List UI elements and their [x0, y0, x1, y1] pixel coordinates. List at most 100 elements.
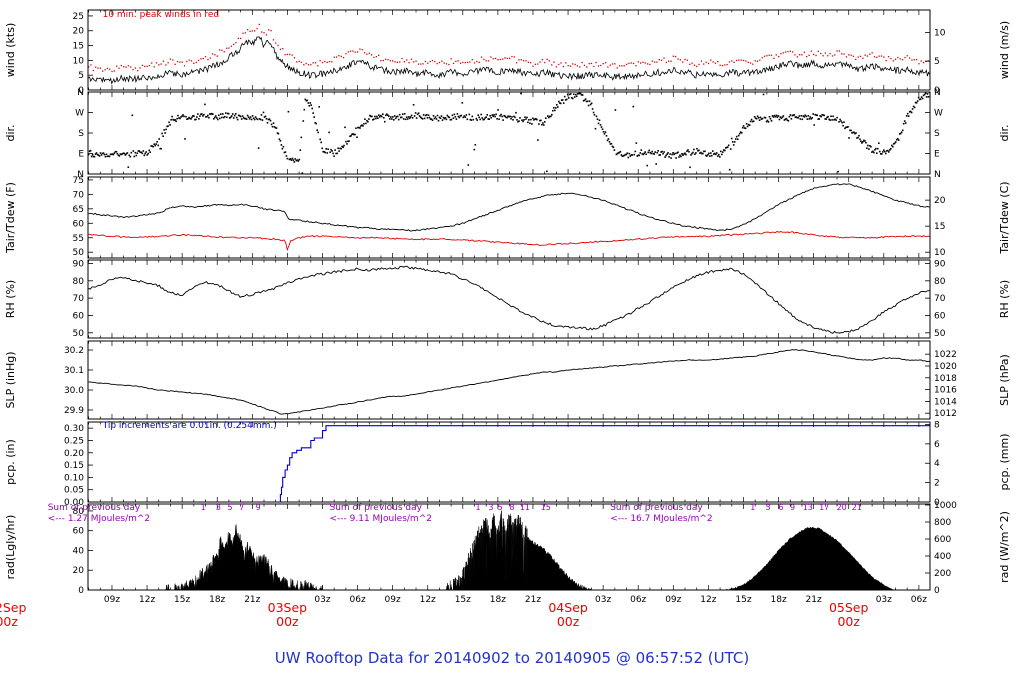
rh-left-tick-label: 90: [73, 259, 85, 269]
date-label: 04Sep: [548, 600, 588, 615]
date-label: 00z: [0, 614, 18, 629]
slp-right-axis-label: SLP (hPa): [998, 354, 1011, 406]
x-tick-label: 21z: [525, 595, 541, 605]
rad-annotation: <--- 1.27 MJoules/m^2: [48, 514, 150, 524]
pcp-border: [87, 421, 931, 503]
pcp-right-tick-label: 0: [934, 498, 940, 508]
dir-right-axis-label: dir.: [998, 124, 1011, 141]
dir-right-tick-label: E: [934, 150, 940, 160]
x-tick-label: 12z: [139, 595, 155, 605]
rh-right-axis-label: RH (%): [998, 280, 1011, 318]
wind-left-tick-label: 25: [73, 12, 84, 22]
rad-series-group: [164, 510, 896, 590]
date-label: 00z: [837, 614, 860, 629]
rad-border: [87, 503, 931, 591]
rh-left-tick-label: 70: [73, 294, 85, 304]
x-tick-label: 18z: [209, 595, 225, 605]
x-tick-label: 03z: [595, 595, 611, 605]
rh-right-tick-label: 90: [934, 259, 946, 269]
rad-annotation: 3: [765, 503, 770, 512]
x-tick-label: 03z: [876, 595, 892, 605]
rh-series-0: [88, 265, 930, 334]
rad-annotation: <--- 9.11 MJoules/m^2: [330, 514, 432, 524]
rad-right-tick-label: 0: [934, 586, 940, 596]
x-tick-label: 21z: [806, 595, 822, 605]
slp-left-tick-label: 30.2: [64, 346, 84, 356]
rad-left-tick-label: 40: [73, 546, 85, 556]
rad-series-2: [526, 536, 592, 590]
rh-right-tick-label: 60: [934, 311, 946, 321]
slp-border: [87, 340, 931, 420]
temp-left-tick-label: 65: [73, 205, 84, 215]
rad-annotation: 9: [256, 503, 261, 512]
rh-left-axis-label: RH (%): [4, 280, 17, 318]
rad-right-tick-label: 600: [934, 535, 951, 545]
dir-right-tick-label: W: [934, 109, 943, 119]
rad-right-axis-label: rad (W/m^2): [998, 511, 1011, 583]
wind-right-tick-label: 10: [934, 28, 946, 38]
rad-annotation: 6: [778, 503, 783, 512]
rad-annotation: <--- 16.7 MJoules/m^2: [610, 514, 712, 524]
wind-right-tick-label: 0: [934, 86, 940, 96]
slp-series-group: [88, 349, 930, 415]
slp-series-0: [88, 349, 930, 415]
dir-left-tick-label: N: [77, 88, 84, 98]
x-tick-label: 15z: [455, 595, 471, 605]
x-tick-label: 06z: [911, 595, 927, 605]
rad-annotation: 5: [228, 503, 233, 512]
rad-left-tick-label: 80: [73, 507, 85, 517]
temp-left-tick-label: 75: [73, 176, 84, 186]
pcp-left-tick-label: 0.00: [64, 498, 84, 508]
rh-panel: 50 60 70 80 90 50 60 70 80 90 RH (%) RH (%): [4, 259, 1011, 338]
dir-left-tick-label: S: [78, 129, 84, 139]
pcp-right-tick-label: 6: [934, 440, 940, 450]
rh-border: [87, 259, 931, 339]
temp-right-tick-label: 20: [934, 196, 946, 206]
temp-right-axis-label: Tair/Tdew (C): [998, 181, 1011, 254]
x-tick-label: 15z: [174, 595, 190, 605]
rad-annotation: 21: [852, 503, 862, 512]
x-tick-label: 03z: [314, 595, 330, 605]
rh-series-group: [88, 265, 930, 334]
x-tick-label: 21z: [244, 595, 260, 605]
slp-right-tick-label: 1020: [934, 362, 957, 372]
rad-annotation: Sum of previous day: [610, 503, 703, 513]
rad-right-tick-label: 200: [934, 569, 951, 579]
pcp-right-tick-label: 4: [934, 459, 940, 469]
chart-title: UW Rooftop Data for 20140902 to 20140905…: [275, 649, 749, 667]
rh-left-tick-label: 50: [73, 329, 85, 339]
x-tick-label: 09z: [104, 595, 120, 605]
rad-annotation: Sum of previous day: [330, 503, 423, 513]
pcp-left-tick-label: 0.25: [64, 436, 84, 446]
rad-right-tick-label: 1000: [934, 501, 957, 511]
rad-annotation: 1: [475, 503, 480, 512]
slp-right-tick-label: 1012: [934, 409, 957, 419]
pcp-left-tick-label: 0.05: [64, 486, 84, 496]
x-axis-labels: 09z 12z 15z 18z 21z 03z 06z 09z 12z 15z 18z 21z 03z 0…: [0, 595, 927, 629]
rad-annotation: 11: [520, 503, 530, 512]
date-label: 00z: [276, 614, 299, 629]
pcp-series-0: [88, 425, 930, 502]
temp-left-tick-label: 70: [73, 190, 85, 200]
rad-left-tick-label: 20: [73, 566, 85, 576]
dir-scatter-dots: [88, 92, 930, 174]
date-label: 00z: [557, 614, 580, 629]
slp-left-tick-label: 30.1: [64, 366, 84, 376]
temp-border: [87, 176, 931, 259]
wind-right-axis-label: wind (m/s): [998, 21, 1011, 79]
pcp-left-tick-label: 0.15: [64, 461, 84, 471]
wind-left-tick-label: 15: [73, 42, 84, 52]
x-tick-label: 06z: [350, 595, 366, 605]
temp-left-tick-label: 55: [73, 234, 84, 244]
x-tick-label: 06z: [630, 595, 646, 605]
slp-right-tick-label: 1014: [934, 397, 957, 407]
rad-annotation: 9: [790, 503, 795, 512]
pcp-left-tick-label: 0.30: [64, 424, 84, 434]
slp-left-axis-label: SLP (inHg): [4, 351, 17, 408]
pcp-annotation: Tip increments are 0.01in. (0.254mm.): [102, 421, 277, 431]
dir-series-group: [88, 92, 930, 174]
